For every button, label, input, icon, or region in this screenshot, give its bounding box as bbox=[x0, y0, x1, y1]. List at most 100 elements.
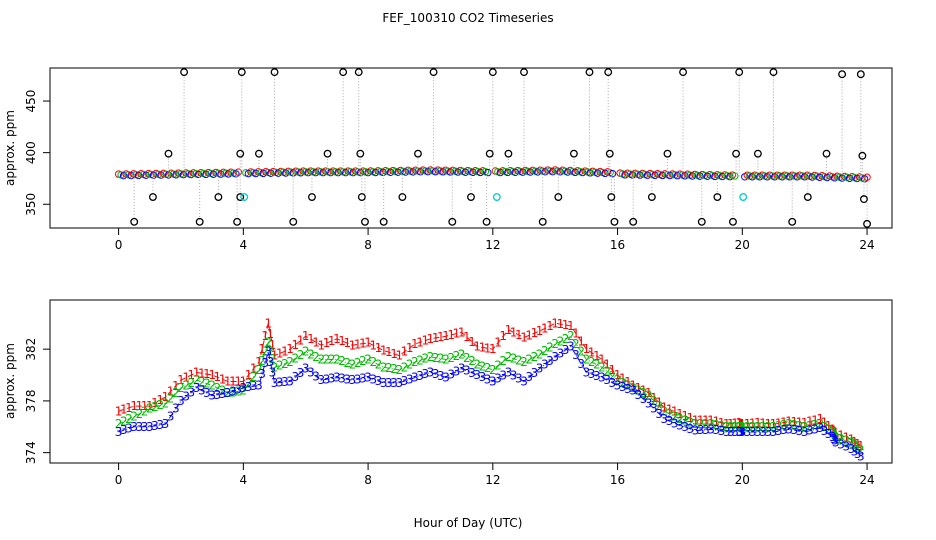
bottom-series-marker-1: 1 bbox=[162, 390, 170, 404]
bottom-series-marker-3: 3 bbox=[661, 412, 669, 426]
bottom-series-marker-1: 1 bbox=[635, 381, 643, 395]
bottom-series-marker-1: 1 bbox=[848, 433, 856, 447]
bottom-series-marker-1: 1 bbox=[832, 426, 840, 440]
top-reference-point bbox=[398, 193, 407, 201]
bottom-series-marker-3: 3 bbox=[130, 420, 138, 434]
top-reference-point bbox=[629, 217, 638, 226]
bottom-series-marker-1: 1 bbox=[167, 384, 175, 398]
bottom-series-marker-2: 2 bbox=[619, 376, 627, 390]
top-reference-point bbox=[858, 151, 867, 160]
bottom-series-marker-1: 1 bbox=[837, 428, 845, 442]
bottom-series-marker-3: 3 bbox=[718, 424, 726, 438]
bottom-series-marker-1: 1 bbox=[629, 378, 637, 392]
bottom-series-marker-3: 3 bbox=[713, 423, 721, 437]
bottom-series-marker-1: 1 bbox=[369, 338, 377, 352]
bottom-series-marker-1: 1 bbox=[851, 435, 859, 449]
bottom-series-marker-2: 2 bbox=[832, 430, 840, 444]
bottom-series-marker-3: 3 bbox=[759, 425, 767, 439]
bottom-series-marker-1: 1 bbox=[785, 415, 793, 429]
bottom-series-marker-3: 3 bbox=[271, 376, 279, 390]
bottom-series-marker-1: 1 bbox=[816, 412, 824, 426]
bottom-series-marker-2: 2 bbox=[723, 420, 731, 434]
bottom-series-marker-1: 1 bbox=[583, 342, 591, 356]
bottom-series-marker-1: 1 bbox=[775, 416, 783, 430]
bottom-series-marker-1: 1 bbox=[718, 416, 726, 430]
bottom-x-tick-label: 24 bbox=[859, 473, 874, 487]
bottom-series-marker-3: 3 bbox=[261, 356, 269, 370]
bottom-series-marker-3: 3 bbox=[473, 368, 481, 382]
bottom-series-marker-2: 2 bbox=[655, 399, 663, 413]
bottom-series-marker-3: 3 bbox=[380, 376, 388, 390]
bottom-series-marker-2: 2 bbox=[666, 407, 674, 421]
bottom-series-marker-1: 1 bbox=[609, 363, 617, 377]
top-reference-point bbox=[729, 217, 737, 226]
top-reference-point bbox=[148, 193, 157, 201]
bottom-series-marker-3: 3 bbox=[811, 422, 819, 436]
bottom-series-marker-2: 2 bbox=[583, 353, 591, 367]
bottom-x-tick-label: 16 bbox=[610, 473, 625, 487]
bottom-series-marker-3: 3 bbox=[258, 367, 266, 381]
bottom-series-marker-2: 2 bbox=[359, 354, 367, 368]
bottom-series-marker-1: 1 bbox=[735, 416, 743, 430]
bottom-series-marker-2: 2 bbox=[588, 355, 596, 369]
bottom-series-marker-1: 1 bbox=[854, 437, 862, 451]
bottom-series-marker-1: 1 bbox=[494, 336, 502, 350]
bottom-series-marker-1: 1 bbox=[406, 341, 414, 355]
top-reference-point bbox=[607, 193, 616, 201]
bottom-series-marker-1: 1 bbox=[661, 400, 669, 414]
bottom-series-marker-3: 3 bbox=[541, 358, 549, 372]
bottom-series-marker-2: 2 bbox=[453, 349, 461, 363]
bottom-series-marker-2: 2 bbox=[416, 353, 424, 367]
top-reference-point bbox=[554, 193, 563, 201]
top-axes: 0 4 8 12 16 20 24 350 400 450 bbox=[24, 90, 875, 252]
bottom-series-marker-1: 1 bbox=[151, 396, 159, 410]
bottom-series-marker-2: 2 bbox=[796, 419, 804, 433]
bottom-series-marker-2: 2 bbox=[264, 336, 272, 350]
bottom-series-marker-3: 3 bbox=[240, 381, 248, 395]
bottom-series-marker-1: 1 bbox=[468, 335, 476, 349]
bottom-series-marker-2: 2 bbox=[245, 377, 253, 391]
top-baseline-point bbox=[234, 168, 243, 176]
bottom-series-marker-3: 3 bbox=[208, 389, 216, 403]
bottom-series-marker-1: 1 bbox=[120, 403, 128, 417]
bottom-series-marker-1: 1 bbox=[520, 331, 528, 345]
bottom-series-marker-1: 1 bbox=[317, 338, 325, 352]
bottom-series-line-2 bbox=[118, 335, 862, 451]
bottom-series-marker-3: 3 bbox=[369, 372, 377, 386]
bottom-series-marker-3: 3 bbox=[302, 362, 310, 376]
bottom-series-marker-3: 3 bbox=[692, 424, 700, 438]
bottom-series-marker-1: 1 bbox=[264, 316, 272, 330]
bottom-series-marker-2: 2 bbox=[629, 381, 637, 395]
bottom-series-marker-1: 1 bbox=[224, 375, 232, 389]
bottom-series-marker-1: 1 bbox=[214, 370, 222, 384]
bottom-series-marker-3: 3 bbox=[842, 440, 850, 454]
bottom-series-marker-1: 1 bbox=[261, 329, 269, 343]
bottom-series-marker-2: 2 bbox=[857, 443, 865, 457]
bottom-series-marker-1: 1 bbox=[499, 329, 507, 343]
bottom-series-marker-3: 3 bbox=[707, 422, 715, 436]
bottom-series-marker-2: 2 bbox=[177, 381, 185, 395]
bottom-series-marker-3: 3 bbox=[188, 385, 196, 399]
bottom-series-marker-2: 2 bbox=[463, 351, 471, 365]
bottom-series-marker-3: 3 bbox=[702, 423, 710, 437]
bottom-series-marker-2: 2 bbox=[120, 415, 128, 429]
bottom-series-marker-2: 2 bbox=[427, 350, 435, 364]
top-reference-point bbox=[538, 217, 547, 226]
bottom-series-marker-3: 3 bbox=[115, 425, 123, 439]
bottom-series-marker-1: 1 bbox=[338, 334, 346, 348]
bottom-series-marker-2: 2 bbox=[731, 420, 739, 434]
top-y-tick-label: 350 bbox=[24, 193, 38, 216]
bottom-series-marker-2: 2 bbox=[806, 419, 814, 433]
bottom-series-marker-1: 1 bbox=[130, 399, 138, 413]
bottom-series-marker-2: 2 bbox=[286, 355, 294, 369]
top-reference-point bbox=[585, 68, 594, 77]
top-baseline-point bbox=[863, 173, 871, 181]
bottom-series-marker-3: 3 bbox=[229, 384, 237, 398]
bottom-series-marker-3: 3 bbox=[505, 365, 513, 379]
bottom-series-marker-2: 2 bbox=[234, 384, 242, 398]
bottom-series-marker-2: 2 bbox=[593, 358, 601, 372]
bottom-series-marker-1: 1 bbox=[692, 413, 700, 427]
bottom-x-tick-label: 8 bbox=[364, 473, 372, 487]
bottom-x-tick-label: 12 bbox=[485, 473, 500, 487]
bottom-series-marker-2: 2 bbox=[261, 345, 269, 359]
